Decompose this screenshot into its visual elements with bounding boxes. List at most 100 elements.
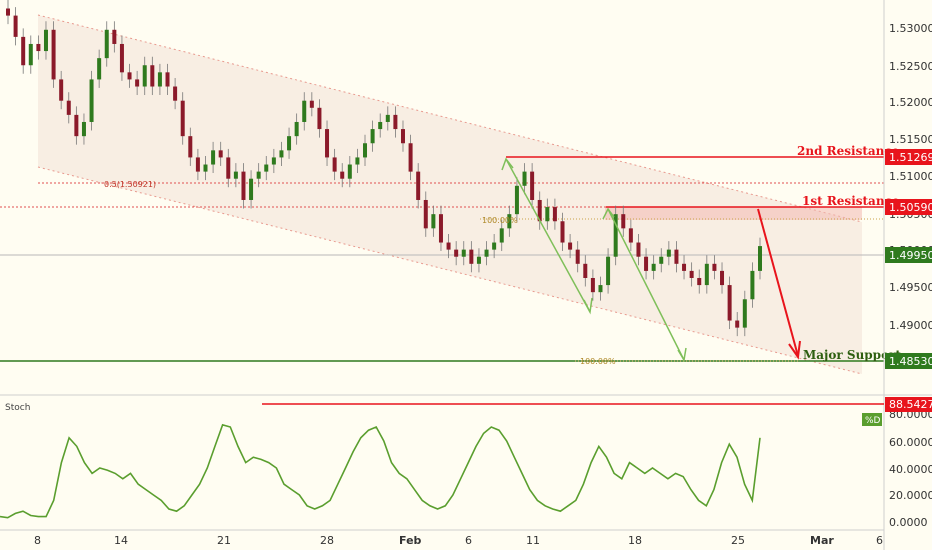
candle-body: [697, 277, 702, 286]
candle-body: [188, 136, 193, 158]
date-axis: 8 14 21 28 Feb 6 11 18 25 Mar 6: [34, 534, 883, 547]
candle-body: [666, 249, 671, 257]
candle-body: [6, 8, 10, 16]
candle-body: [400, 129, 405, 144]
candle-body: [499, 228, 504, 243]
date-tick: Feb: [399, 534, 422, 547]
candle-body: [135, 79, 140, 87]
candle-body: [575, 249, 580, 264]
candle-body: [446, 242, 451, 250]
candle-body: [590, 277, 595, 293]
candle-body: [530, 171, 535, 200]
candle-body: [28, 43, 33, 66]
candle-body: [583, 263, 588, 278]
candle-body: [659, 256, 664, 264]
tag-stoch-level: 88.5427: [889, 398, 932, 411]
candle-body: [545, 207, 550, 222]
candle-body: [370, 129, 375, 144]
date-tick: 18: [628, 534, 642, 547]
candle-body: [203, 164, 208, 172]
candle-body: [51, 29, 56, 80]
candle-body: [514, 185, 519, 215]
resistance-zone: [605, 207, 862, 220]
candle-body: [378, 121, 383, 130]
candle-body: [689, 270, 694, 278]
candle-body: [704, 263, 709, 286]
pct-label-lower: 100.00%: [580, 357, 616, 366]
candle-body: [613, 214, 618, 257]
stoch-tick: 0.0000: [889, 516, 928, 529]
candle-body: [492, 242, 497, 250]
candle-body: [454, 249, 459, 257]
price-tags: 1.51269 1.50590 1.49950 1.48530: [885, 149, 932, 369]
projection-legs: [501, 157, 687, 363]
candle-body: [264, 164, 269, 172]
candle-body: [142, 65, 147, 87]
candle-body: [119, 43, 124, 73]
candle-body: [522, 171, 527, 186]
stoch-line: [0, 423, 761, 519]
candle-body: [173, 86, 178, 101]
candle-body: [249, 178, 254, 200]
candle-body: [712, 263, 717, 271]
tag-2nd-resistance: 1.51269: [889, 151, 932, 164]
price-tick: 1.49000: [889, 319, 932, 332]
candle-body: [332, 157, 337, 172]
candle-body: [317, 107, 322, 130]
tag-current: 1.49950: [889, 249, 932, 262]
candle-body: [355, 157, 360, 165]
date-tick: 6: [465, 534, 472, 547]
candle-body: [66, 100, 71, 115]
date-tick: 8: [34, 534, 41, 547]
candle-body: [416, 171, 421, 200]
first-resistance-label: 1st Resistance: [802, 194, 900, 208]
candle-body: [180, 100, 185, 137]
candle-body: [461, 249, 466, 257]
stoch-tag: 88.5427: [885, 397, 932, 412]
candle-body: [674, 249, 679, 264]
stoch-title: Stoch: [5, 403, 30, 413]
candle-body: [97, 58, 102, 80]
candle-body: [431, 214, 436, 229]
pd-badge: [862, 413, 882, 426]
candle-body: [21, 36, 26, 66]
candle-body: [302, 100, 307, 122]
stoch-tick: 20.0000: [889, 489, 932, 502]
pd-badge-label: %D: [865, 416, 881, 426]
candle-body: [325, 129, 330, 158]
price-tick: 1.52000: [889, 96, 932, 109]
stoch-tick: 40.0000: [889, 463, 932, 476]
price-tick: 1.49500: [889, 281, 932, 294]
candle-body: [621, 214, 626, 229]
candle-body: [750, 270, 755, 300]
date-tick: 6: [876, 534, 883, 547]
candle-body: [735, 320, 740, 328]
candle-body: [628, 228, 633, 243]
candle-body: [476, 256, 481, 264]
levels: [0, 156, 884, 362]
candle-body: [644, 256, 649, 271]
candle-body: [438, 214, 443, 243]
candle-body: [552, 207, 557, 222]
price-tick: 1.51500: [889, 133, 932, 146]
candle-body: [651, 263, 656, 271]
candle-body: [165, 72, 170, 87]
pct-label-upper: 100.00%: [482, 216, 518, 225]
price-tick: 1.53000: [889, 22, 932, 35]
candle-body: [340, 171, 345, 179]
second-resistance-label: 2nd Resistance: [797, 144, 900, 158]
candle-body: [233, 171, 238, 179]
candle-body: [13, 15, 18, 37]
candle-body: [758, 246, 762, 271]
price-tick: 1.51000: [889, 170, 932, 183]
candle-body: [218, 150, 223, 158]
tag-major-support: 1.48530: [889, 355, 932, 368]
price-tick: 1.52500: [889, 60, 932, 73]
candle-body: [682, 263, 687, 271]
candle-body: [195, 157, 200, 172]
candle-body: [408, 143, 413, 172]
candle-body: [537, 199, 542, 222]
candle-body: [347, 164, 352, 179]
date-tick: 14: [114, 534, 128, 547]
